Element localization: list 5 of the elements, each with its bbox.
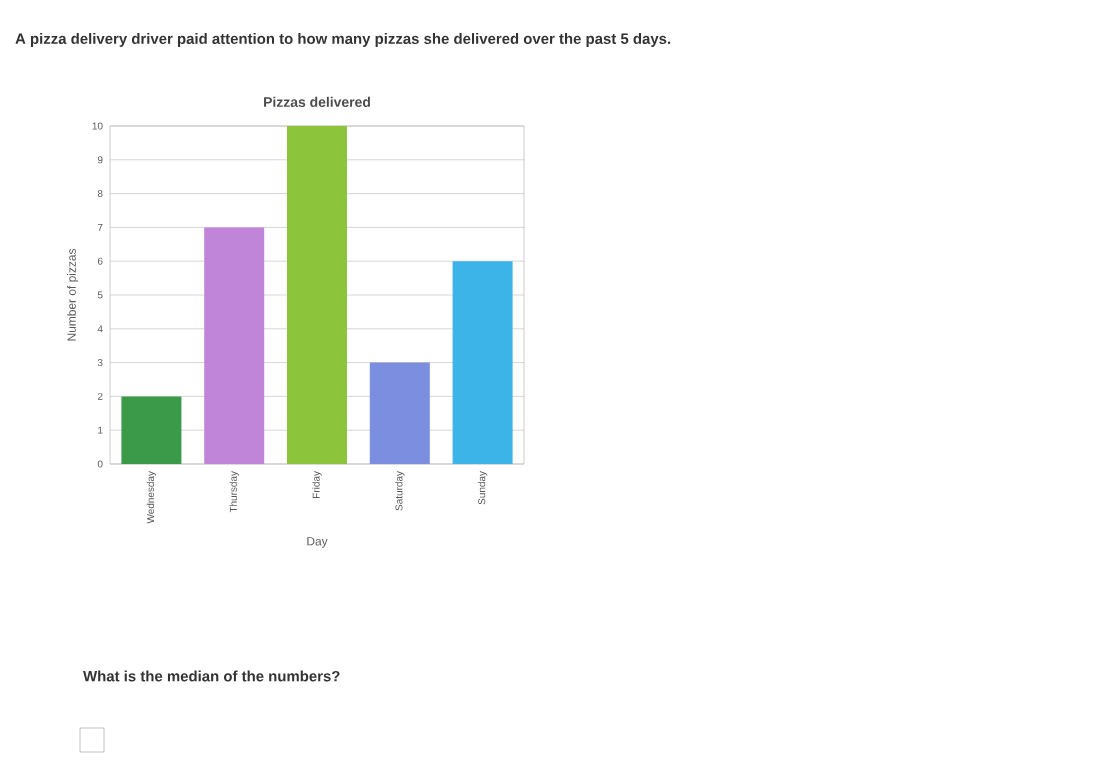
bar	[369, 362, 430, 464]
bar	[121, 396, 182, 464]
bar	[452, 261, 513, 464]
bar	[287, 125, 348, 464]
bar	[204, 227, 265, 464]
